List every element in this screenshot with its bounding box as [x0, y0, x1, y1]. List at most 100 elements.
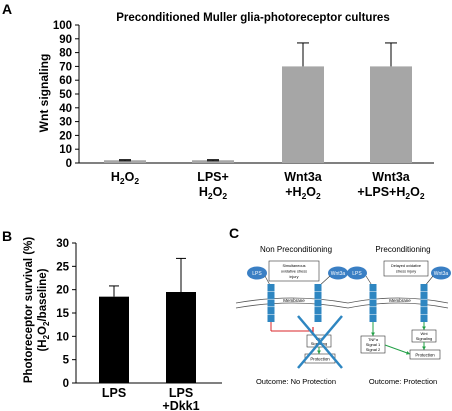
protection-text-right: Protection [415, 353, 435, 358]
inhibition-arrow [270, 322, 314, 335]
chart-a-ytick-label: 30 [59, 117, 72, 129]
chart-a-xlabel: H2O2 [111, 170, 140, 186]
chart-a-ytick-label: 40 [59, 103, 72, 115]
chart-a-xlabel: LPS+ [197, 170, 229, 184]
chart-a-error-bar [207, 159, 219, 162]
signal-arrow-left [317, 347, 321, 354]
tnf-signal-text: TNFα [368, 337, 379, 342]
chart-b-ytick-label: 5 [63, 355, 70, 367]
chart-b-xlabel: LPS [102, 386, 126, 400]
chart-b-error-bar [176, 257, 186, 292]
receptor-right-wnt [420, 284, 428, 322]
chart-a-xlabel: Wnt3a [284, 170, 323, 184]
chart-b-bars [99, 257, 196, 383]
chart-a-xlabel: +H2O2 [285, 185, 321, 201]
tnf-signal-box [360, 335, 386, 354]
chart-a-error-bar [297, 42, 309, 67]
panel-label-b: B [2, 228, 12, 244]
protection-text-left: Protection [310, 357, 330, 362]
wnt-signaling-text: Signaling [416, 336, 432, 341]
tlr-arrow [371, 322, 375, 336]
chart-b-ytick-label: 15 [56, 308, 69, 320]
delayed-box-text: Delayed oxidative [391, 264, 421, 268]
chart-a-ytick-label: 50 [59, 89, 72, 101]
tnf-to-protection-arrow [384, 344, 411, 355]
delayed-box-text: stress injury [396, 270, 416, 274]
non-preconditioning-heading: Non Preconditioning [260, 245, 332, 254]
preconditioning-heading: Preconditioning [375, 245, 430, 254]
receptor-left-lps [267, 284, 275, 322]
chart-a-ytick-label: 60 [59, 75, 72, 87]
membrane-label: Membrane [283, 298, 305, 303]
stress-injury-box [268, 260, 320, 282]
chart-b-ylabel-line1: Photoreceptor survival (%) [23, 237, 35, 384]
lps-ellipse: LPS [247, 266, 267, 280]
chart-a-bar [192, 160, 234, 163]
chart-a-bar [370, 66, 412, 163]
chart-b-xlabel: LPS [169, 386, 193, 400]
chart-b-error-bar [109, 285, 119, 297]
chart-a-ytick-label: 90 [59, 34, 72, 46]
chart-a-ytick-label: 20 [59, 130, 72, 142]
stress-box-text: injury [289, 275, 298, 279]
outcome-protection: Outcome: Protection [369, 377, 437, 386]
mechanism-diagram: Non Preconditioning Simultaneous oxidative… [235, 245, 451, 386]
chart-b-bar [99, 296, 129, 383]
wnt-arrow [422, 322, 426, 330]
chart-a-ytick-label: 0 [66, 158, 72, 170]
chart-b-ytick-label: 25 [56, 261, 69, 273]
chart-b-ytick-label: 20 [56, 285, 69, 297]
svg-text:LPS: LPS [352, 271, 362, 277]
wnt3a-ellipse: Wnt3a [431, 266, 451, 280]
signal-arrow-right [422, 342, 426, 350]
receptor-right-lps [369, 284, 377, 322]
delayed-injury-box [383, 260, 429, 277]
protection-box-right [409, 349, 441, 360]
lps-ellipse: LPS [347, 266, 367, 280]
chart-a-ytick-label: 10 [59, 144, 72, 156]
membrane-right [347, 297, 449, 309]
chart-b-ytick-label: 10 [56, 331, 69, 343]
preconditioning-scheme: Preconditioning Delayed oxidative stress i… [347, 245, 451, 386]
chart-b-ytick-label: 0 [63, 378, 69, 390]
svg-text:LPS: LPS [252, 271, 262, 277]
chart-b-ylabel-line2: (H2O2/baseline) [37, 268, 51, 351]
panel-label-c: C [229, 225, 239, 241]
panel-label-a: A [2, 1, 12, 17]
chart-a-ytick-label: 80 [59, 48, 72, 60]
tnf-signal-text: Signal 2 [366, 347, 381, 352]
non-preconditioning-scheme: Non Preconditioning Simultaneous oxidative… [235, 245, 349, 386]
chart-a-ytick-label: 70 [59, 61, 72, 73]
chart-b-xlabel: +Dkk1 [162, 399, 199, 411]
chart-a-xlabel: H2O2 [199, 185, 228, 201]
chart-a-xlabel: +LPS+H2O2 [357, 185, 424, 201]
membrane-label: Membrane [389, 298, 411, 303]
chart-a-bars [104, 42, 412, 163]
tnf-signal-text: Signal 1 [366, 342, 381, 347]
svg-text:Wnt3a: Wnt3a [434, 271, 449, 277]
wnt3a-ellipse: Wnt3a [328, 266, 348, 280]
wnt-signaling-text: Wnt [420, 331, 428, 336]
blocked-cross [297, 315, 343, 369]
chart-b-x-labels: LPS LPS+Dkk1 [102, 386, 200, 411]
outcome-no-protection: Outcome: No Protection [256, 377, 336, 386]
receptor-left-wnt [314, 284, 322, 322]
chart-a-bar [282, 66, 324, 163]
chart-a-error-bar [385, 42, 397, 67]
chart-b-y-ticks: 0 5 10 15 20 25 30 [56, 238, 76, 390]
chart-a-xlabel: Wnt3a [372, 170, 411, 184]
chart-a-title: Preconditioned Muller glia-photoreceptor… [116, 12, 389, 24]
svg-text:Wnt3a: Wnt3a [331, 271, 346, 277]
chart-a-ytick-label: 100 [53, 20, 72, 32]
chart-a-bar [104, 160, 146, 163]
chart-b-ytick-label: 30 [56, 238, 69, 250]
stress-box-text: Simultaneous [282, 264, 305, 268]
chart-a-ylabel: Wnt signaling [37, 54, 51, 133]
stress-box-text: oxidative stress [281, 270, 307, 274]
membrane-left [235, 297, 349, 309]
wnt-signaling-text: Wnt [315, 336, 323, 341]
chart-a-error-bar [119, 159, 131, 162]
